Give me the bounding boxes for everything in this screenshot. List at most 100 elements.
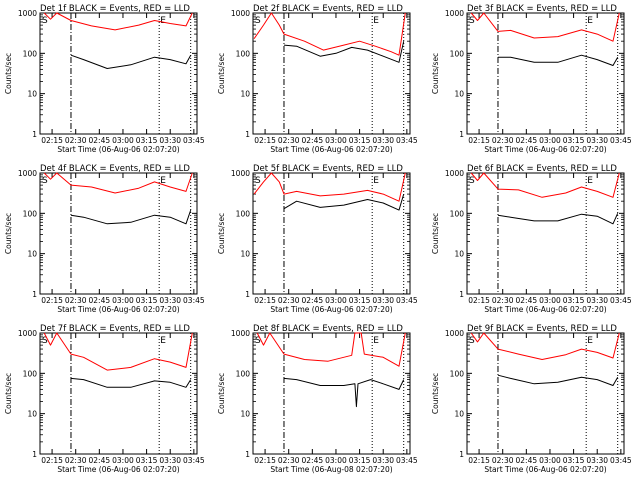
panel-title: Det 1f BLACK = Events, RED = LLD (40, 4, 190, 14)
start-marker-label: S (255, 336, 261, 346)
lld-series-line (470, 172, 620, 198)
x-tick-label: 02:30 (492, 456, 514, 465)
y-tick-label: 1000 (231, 9, 250, 18)
y-tick-label: 1000 (445, 169, 464, 178)
end-marker-label: E (373, 16, 379, 26)
x-tick-label: 03:30 (586, 456, 608, 465)
x-axis-label: Start Time (06-Aug-06 02:07:20) (484, 305, 606, 314)
y-tick-label: 10 (240, 410, 250, 419)
x-axis-label: Start Time (06-Aug-06 02:07:20) (57, 465, 179, 474)
y-axis-label: Counts/sec (217, 53, 226, 94)
y-tick-label: 100 (450, 209, 465, 218)
x-tick-label: 03:15 (349, 456, 371, 465)
events-series-line (497, 213, 619, 225)
events-series-line (497, 374, 619, 386)
end-marker-label: E (160, 336, 166, 346)
y-axis-label: Counts/sec (4, 373, 13, 414)
plot-frame (252, 12, 411, 135)
lld-series-line (470, 12, 620, 42)
y-tick-label: 10 (27, 250, 37, 259)
x-tick-label: 03:00 (539, 456, 561, 465)
lld-series-line (43, 172, 193, 194)
y-tick-label: 1 (459, 450, 464, 459)
y-axis-label: Counts/sec (431, 213, 440, 254)
end-marker-label: E (373, 336, 379, 346)
x-tick-label: 02:30 (492, 136, 514, 145)
lld-series-line (470, 332, 620, 360)
plot-frame (466, 332, 625, 455)
x-axis-label: Start Time (06-Aug-06 02:07:20) (270, 145, 392, 154)
x-tick-label: 02:15 (41, 136, 63, 145)
y-tick-label: 100 (23, 49, 38, 58)
events-series-line (70, 209, 192, 225)
start-marker-label: S (255, 16, 261, 26)
y-tick-label: 10 (454, 410, 464, 419)
lld-series-line (43, 332, 193, 371)
x-axis-label: Start Time (06-Aug-06 02:07:20) (270, 305, 392, 314)
x-tick-label: 02:30 (65, 456, 87, 465)
x-tick-label: 02:45 (516, 296, 538, 305)
events-series-line (70, 377, 192, 388)
y-tick-label: 1 (459, 290, 464, 299)
x-tick-label: 02:45 (302, 296, 324, 305)
y-axis-label: Counts/sec (431, 53, 440, 94)
detector-panel-7: Det 7f BLACK = Events, RED = LLD Counts/s… (4, 324, 205, 474)
y-tick-label: 1 (32, 130, 37, 139)
x-tick-label: 03:00 (112, 296, 134, 305)
panel-title: Det 8f BLACK = Events, RED = LLD (253, 324, 403, 334)
plot-frame (252, 172, 411, 295)
x-tick-label: 03:30 (159, 296, 181, 305)
x-tick-label: 03:45 (183, 296, 205, 305)
plot-frame (39, 332, 198, 455)
x-tick-label: 02:15 (468, 456, 490, 465)
x-tick-label: 03:00 (325, 456, 347, 465)
start-marker-label: S (42, 336, 48, 346)
start-marker-label: S (42, 16, 48, 26)
events-series-line (283, 41, 405, 63)
x-tick-label: 02:30 (492, 296, 514, 305)
x-tick-label: 03:15 (563, 296, 585, 305)
y-tick-label: 10 (240, 90, 250, 99)
plot-frame (466, 172, 625, 295)
x-tick-label: 03:30 (586, 296, 608, 305)
lld-series-line (256, 332, 406, 367)
y-tick-label: 100 (450, 369, 465, 378)
x-tick-label: 03:15 (349, 136, 371, 145)
panel-title: Det 5f BLACK = Events, RED = LLD (253, 164, 403, 174)
x-tick-label: 03:30 (372, 456, 394, 465)
x-axis-label: Start Time (06-Aug-06 02:07:20) (484, 465, 606, 474)
start-marker-label: S (42, 176, 48, 186)
x-tick-label: 03:15 (349, 296, 371, 305)
x-tick-label: 03:00 (325, 136, 347, 145)
x-axis-label: Start Time (06-Aug-06 02:07:20) (57, 145, 179, 154)
end-marker-label: E (160, 176, 166, 186)
x-tick-label: 02:15 (468, 136, 490, 145)
y-tick-label: 10 (454, 90, 464, 99)
y-tick-label: 100 (236, 49, 251, 58)
x-tick-label: 03:45 (396, 296, 418, 305)
x-tick-label: 02:45 (89, 296, 111, 305)
x-tick-label: 02:15 (468, 296, 490, 305)
panel-title: Det 3f BLACK = Events, RED = LLD (467, 4, 617, 14)
y-tick-label: 1000 (18, 9, 37, 18)
panel-title: Det 6f BLACK = Events, RED = LLD (467, 164, 617, 174)
x-tick-label: 03:00 (112, 136, 134, 145)
start-marker-label: S (469, 16, 475, 26)
x-tick-label: 03:45 (396, 456, 418, 465)
y-tick-label: 10 (27, 410, 37, 419)
x-tick-label: 03:00 (539, 136, 561, 145)
x-tick-label: 03:15 (563, 136, 585, 145)
y-axis-label: Counts/sec (431, 373, 440, 414)
x-tick-label: 02:15 (41, 296, 63, 305)
x-tick-label: 02:15 (41, 456, 63, 465)
x-tick-label: 03:30 (372, 136, 394, 145)
start-marker-label: S (255, 176, 261, 186)
events-series-line (283, 377, 405, 408)
y-tick-label: 1000 (18, 169, 37, 178)
events-series-line (283, 193, 405, 211)
x-tick-label: 02:30 (278, 456, 300, 465)
start-marker-label: S (469, 336, 475, 346)
events-series-line (498, 54, 619, 66)
